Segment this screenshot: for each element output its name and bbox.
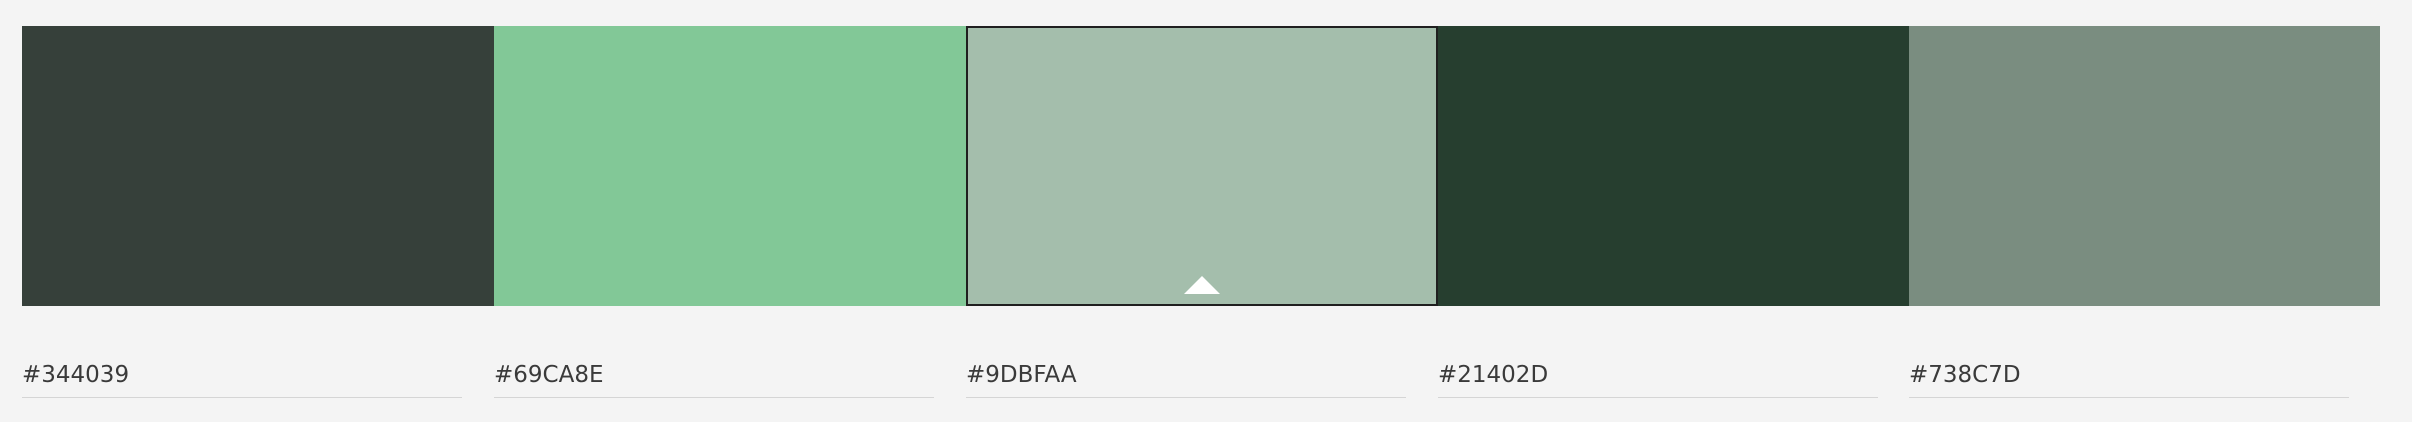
hex-field-3[interactable]: #9DBFAA bbox=[966, 352, 1406, 398]
swatch-1[interactable] bbox=[22, 26, 494, 306]
swatch-2[interactable] bbox=[494, 26, 966, 306]
hex-labels-row: #344039 #69CA8E #9DBFAA #21402D #738C7D bbox=[22, 352, 2380, 400]
hex-cell-2: #69CA8E bbox=[494, 352, 966, 400]
hex-cell-1: #344039 bbox=[22, 352, 494, 400]
swatch-5[interactable] bbox=[1909, 26, 2380, 306]
hex-cell-3: #9DBFAA bbox=[966, 352, 1438, 400]
hex-field-4[interactable]: #21402D bbox=[1438, 352, 1878, 398]
hex-cell-5: #738C7D bbox=[1909, 352, 2380, 400]
swatch-4[interactable] bbox=[1438, 26, 1909, 306]
hex-field-1[interactable]: #344039 bbox=[22, 352, 462, 398]
hex-field-2[interactable]: #69CA8E bbox=[494, 352, 934, 398]
swatch-3[interactable] bbox=[966, 26, 1438, 306]
hex-cell-4: #21402D bbox=[1438, 352, 1909, 400]
triangle-up-icon bbox=[1184, 276, 1220, 294]
hex-field-5[interactable]: #738C7D bbox=[1909, 352, 2349, 398]
color-palette bbox=[22, 26, 2380, 306]
